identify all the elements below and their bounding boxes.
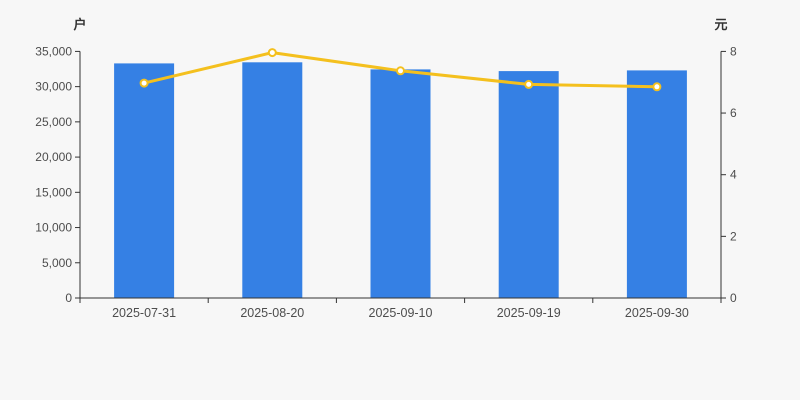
left-axis-tick-label: 35,000 — [35, 44, 72, 58]
left-axis-tick-label: 0 — [65, 291, 72, 305]
bar-2025-09-19[interactable] — [498, 71, 559, 298]
line-point-2025-09-10[interactable] — [396, 66, 405, 76]
line-point-2025-07-31[interactable] — [139, 78, 149, 88]
left-axis-tick-label: 15,000 — [35, 185, 72, 199]
x-axis-label-2025-07-31: 2025-07-31 — [112, 306, 176, 320]
bar-2025-09-30[interactable] — [626, 70, 687, 299]
right-axis-tick-label: 2 — [730, 229, 737, 243]
bar-2025-08-20[interactable] — [242, 62, 303, 298]
x-axis-label-2025-09-10: 2025-09-10 — [369, 306, 433, 320]
bar-2025-09-10[interactable] — [370, 69, 431, 299]
right-axis-tick-label: 6 — [730, 106, 737, 120]
left-axis-tick-label: 30,000 — [35, 80, 72, 94]
line-point-2025-09-19[interactable] — [524, 79, 534, 89]
left-axis-tick-label: 20,000 — [35, 150, 72, 164]
left-axis-tick-label: 10,000 — [35, 221, 72, 235]
x-axis-label-2025-08-20: 2025-08-20 — [240, 306, 304, 320]
right-axis-tick-label: 0 — [730, 291, 737, 305]
right-axis-unit: 元 — [714, 17, 727, 32]
line-point-2025-09-30[interactable] — [652, 82, 662, 92]
left-axis-tick-label: 5,000 — [42, 256, 72, 270]
x-axis-label-2025-09-19: 2025-09-19 — [497, 306, 561, 320]
right-axis-tick-label: 4 — [730, 168, 737, 182]
x-axis-label-2025-09-30: 2025-09-30 — [625, 306, 689, 320]
right-axis-tick-label: 8 — [730, 44, 737, 58]
left-axis-tick-label: 25,000 — [35, 115, 72, 129]
line-point-2025-08-20[interactable] — [267, 48, 277, 58]
left-axis-unit: 户 — [73, 17, 86, 32]
bar-2025-07-31[interactable] — [114, 63, 175, 299]
